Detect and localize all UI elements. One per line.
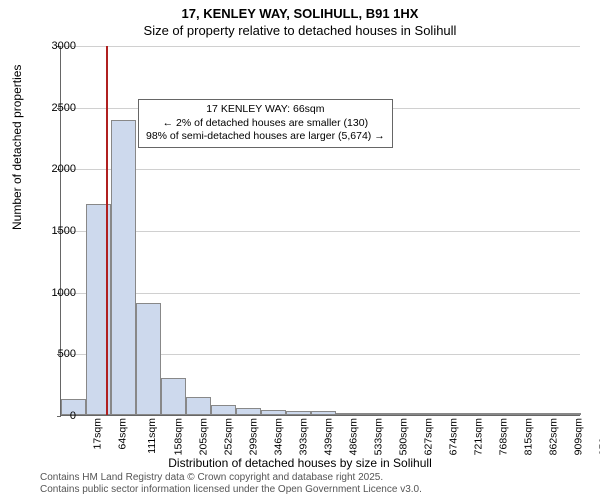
x-tick-label: 393sqm (297, 418, 309, 455)
x-tick-label: 17sqm (92, 418, 104, 450)
y-tick-label: 2500 (40, 102, 76, 114)
histogram-bar (486, 413, 511, 415)
annotation-line1: 17 KENLEY WAY: 66sqm (146, 103, 385, 117)
x-tick-label: 721sqm (472, 418, 484, 455)
histogram-bar (461, 413, 486, 415)
histogram-bar (186, 397, 211, 416)
y-tick-label: 1500 (40, 225, 76, 237)
footer: Contains HM Land Registry data © Crown c… (40, 472, 422, 496)
x-tick-label: 580sqm (397, 418, 409, 455)
histogram-bar (361, 413, 386, 415)
histogram-bar (411, 413, 436, 415)
y-tick-label: 2000 (40, 163, 76, 175)
gridline (61, 293, 580, 294)
histogram-bar (111, 120, 136, 415)
y-tick-label: 1000 (40, 287, 76, 299)
gridline (61, 169, 580, 170)
annotation-line2: ← 2% of detached houses are smaller (130… (146, 117, 385, 131)
histogram-bar (436, 413, 461, 415)
histogram-bar (236, 408, 261, 415)
gridline (61, 46, 580, 47)
histogram-bar (261, 410, 286, 415)
x-tick-label: 909sqm (572, 418, 584, 455)
x-tick-label: 533sqm (372, 418, 384, 455)
annotation-line3: 98% of semi-detached houses are larger (… (146, 130, 385, 144)
x-tick-label: 627sqm (422, 418, 434, 455)
gridline (61, 231, 580, 232)
x-tick-label: 486sqm (347, 418, 359, 455)
histogram-bar (336, 413, 361, 415)
y-tick-label: 3000 (40, 40, 76, 52)
histogram-bar (286, 411, 311, 415)
histogram-bar (386, 413, 411, 415)
x-tick-label: 205sqm (197, 418, 209, 455)
histogram-bar (161, 378, 186, 415)
x-tick-label: 252sqm (222, 418, 234, 455)
title-sub: Size of property relative to detached ho… (0, 23, 600, 38)
x-tick-label: 111sqm (146, 418, 158, 454)
title-main: 17, KENLEY WAY, SOLIHULL, B91 1HX (0, 6, 600, 21)
histogram-bar (511, 413, 536, 415)
y-axis-label: Number of detached properties (10, 65, 24, 230)
histogram-bar (136, 303, 161, 415)
x-tick-label: 346sqm (272, 418, 284, 455)
x-tick-label: 768sqm (497, 418, 509, 455)
histogram-bar (311, 411, 336, 415)
footer-line1: Contains HM Land Registry data © Crown c… (40, 472, 422, 484)
chart-title-area: 17, KENLEY WAY, SOLIHULL, B91 1HX Size o… (0, 0, 600, 38)
annotation-box: 17 KENLEY WAY: 66sqm ← 2% of detached ho… (138, 99, 393, 148)
x-tick-label: 299sqm (247, 418, 259, 455)
reference-line (106, 46, 108, 415)
x-axis-label: Distribution of detached houses by size … (0, 456, 600, 470)
x-tick-label: 674sqm (447, 418, 459, 455)
x-tick-label: 64sqm (117, 418, 129, 450)
x-tick-label: 862sqm (547, 418, 559, 455)
histogram-bar (536, 413, 561, 415)
x-tick-label: 158sqm (172, 418, 184, 455)
histogram-bar (561, 413, 581, 415)
histogram-bar (211, 405, 236, 415)
y-tick-label: 500 (40, 348, 76, 360)
footer-line2: Contains public sector information licen… (40, 484, 422, 496)
y-tick-label: 0 (40, 410, 76, 422)
chart-container: 17 KENLEY WAY: 66sqm ← 2% of detached ho… (60, 46, 580, 416)
x-tick-label: 439sqm (322, 418, 334, 455)
x-tick-label: 815sqm (522, 418, 534, 455)
